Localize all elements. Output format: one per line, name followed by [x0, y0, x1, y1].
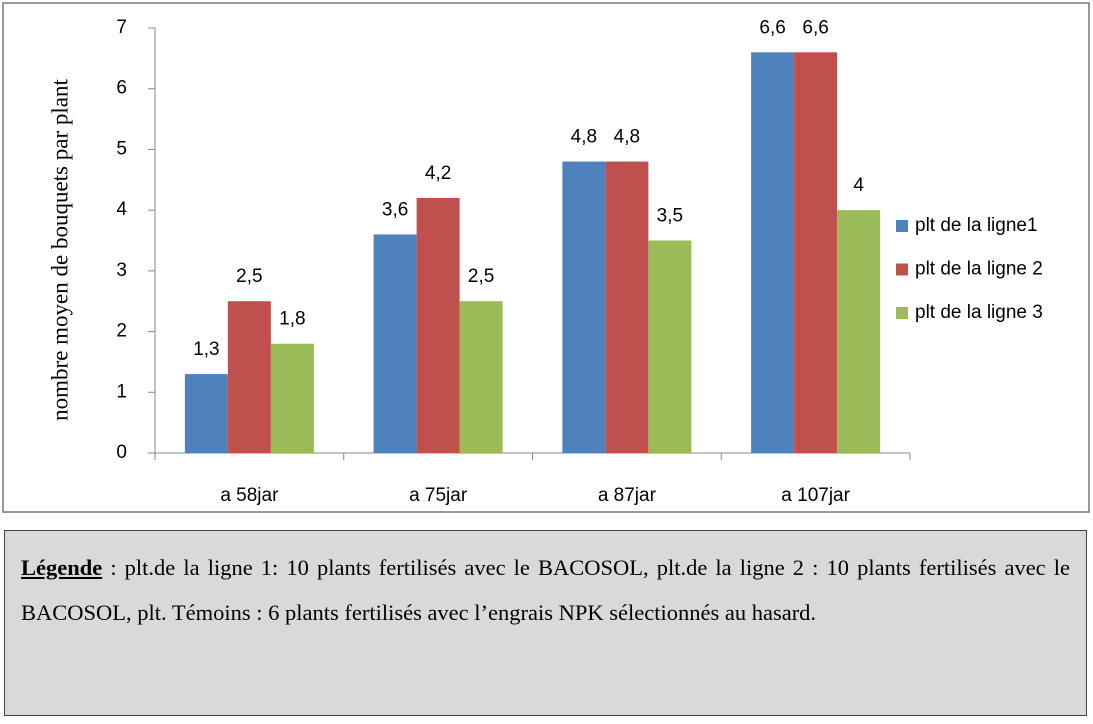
caption-label: Légende	[21, 555, 103, 580]
bar	[794, 52, 838, 454]
y-tick-label: 4	[116, 199, 127, 220]
y-tick-label: 1	[116, 381, 127, 402]
y-tick-label: 6	[116, 78, 127, 99]
chart-frame	[2, 2, 1090, 513]
data-label: 4,8	[614, 127, 640, 148]
y-tick-label: 5	[116, 138, 127, 159]
data-label: 4,2	[425, 163, 451, 184]
data-label: 2,5	[236, 266, 262, 287]
data-label: 1,3	[193, 339, 219, 360]
bar	[648, 240, 692, 453]
legend-swatch	[896, 307, 908, 319]
bar	[416, 198, 460, 453]
data-label: 1,8	[279, 309, 305, 330]
data-label: 6,6	[759, 17, 785, 38]
bar	[184, 374, 228, 453]
legend-label: plt de la ligne1	[915, 215, 1038, 236]
legend-label: plt de la ligne 2	[915, 259, 1043, 280]
caption: Légende : plt.de la ligne 1: 10 plants f…	[4, 530, 1087, 716]
legend-swatch	[896, 220, 908, 232]
legend-swatch	[896, 263, 908, 276]
legend-label: plt de la ligne 3	[915, 302, 1043, 323]
caption-text: : plt.de la ligne 1: 10 plants fertilisé…	[21, 555, 1070, 625]
data-label: 4,8	[571, 127, 597, 148]
x-tick-label: a 107jar	[781, 485, 850, 506]
bar	[605, 161, 649, 454]
x-tick-label: a 87jar	[598, 485, 657, 506]
bar	[270, 343, 314, 453]
data-label: 4	[853, 175, 864, 196]
x-tick-label: a 58jar	[220, 485, 279, 506]
bar	[227, 301, 271, 453]
y-axis-label: nombre moyen de bouquets par plant	[47, 79, 72, 421]
bar	[459, 301, 503, 453]
data-label: 3,6	[382, 199, 408, 220]
x-tick-label: a 75jar	[409, 485, 468, 506]
y-tick-label: 3	[116, 260, 127, 281]
y-tick-label: 2	[116, 321, 127, 342]
bar	[562, 161, 606, 454]
chart: nombre moyen de bouquets par plant 0 1 2 3 4…	[2, 2, 1090, 513]
bar	[373, 234, 417, 453]
y-tick-label: 7	[116, 17, 127, 38]
data-label: 6,6	[802, 17, 828, 38]
bar	[837, 210, 881, 453]
bar	[751, 52, 795, 454]
y-tick-label: 0	[116, 442, 127, 463]
data-label: 3,5	[657, 206, 683, 227]
data-label: 2,5	[468, 266, 494, 287]
